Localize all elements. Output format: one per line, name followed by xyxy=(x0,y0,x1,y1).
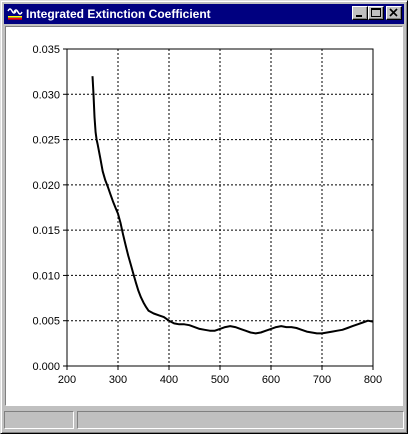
x-tick-label: 200 xyxy=(58,374,76,386)
x-tick-label: 700 xyxy=(313,374,331,386)
y-tick-label: 0.035 xyxy=(32,44,60,56)
extinction-curve-line xyxy=(91,76,374,335)
y-tick-label: 0.025 xyxy=(32,135,60,147)
status-pane-left xyxy=(4,411,74,429)
x-tick-label: 300 xyxy=(109,374,127,386)
chart-area: 200 300 400 500 600 700 800 0.000 0.005 0.010 0.01… xyxy=(5,26,403,406)
maximize-icon xyxy=(371,8,381,17)
oscilloscope-app-icon xyxy=(7,6,23,22)
minimize-button[interactable] xyxy=(352,6,368,20)
y-tick-label: 0.010 xyxy=(32,270,60,282)
maximize-button[interactable] xyxy=(368,6,384,20)
plot-frame xyxy=(66,48,374,367)
minimize-icon xyxy=(356,15,362,17)
x-tick-label: 600 xyxy=(262,374,280,386)
x-tick-label: 400 xyxy=(160,374,178,386)
y-tick-label: 0.000 xyxy=(32,361,60,373)
status-pane-right xyxy=(77,411,404,429)
x-tick-label: 800 xyxy=(364,374,382,386)
y-tick-label: 0.015 xyxy=(32,225,60,237)
status-bar xyxy=(4,411,404,429)
close-icon xyxy=(389,8,398,17)
y-tick-label: 0.020 xyxy=(32,180,60,192)
x-tick-label: 500 xyxy=(211,374,229,386)
title-bar[interactable]: Integrated Extinction Coefficient xyxy=(4,4,404,24)
y-tick-label: 0.005 xyxy=(32,316,60,328)
extinction-chart: 200 300 400 500 600 700 800 0.000 0.005 0.010 0.01… xyxy=(32,44,382,386)
window-title: Integrated Extinction Coefficient xyxy=(26,7,211,21)
y-tick-label: 0.030 xyxy=(32,89,60,101)
close-button[interactable] xyxy=(386,6,402,20)
